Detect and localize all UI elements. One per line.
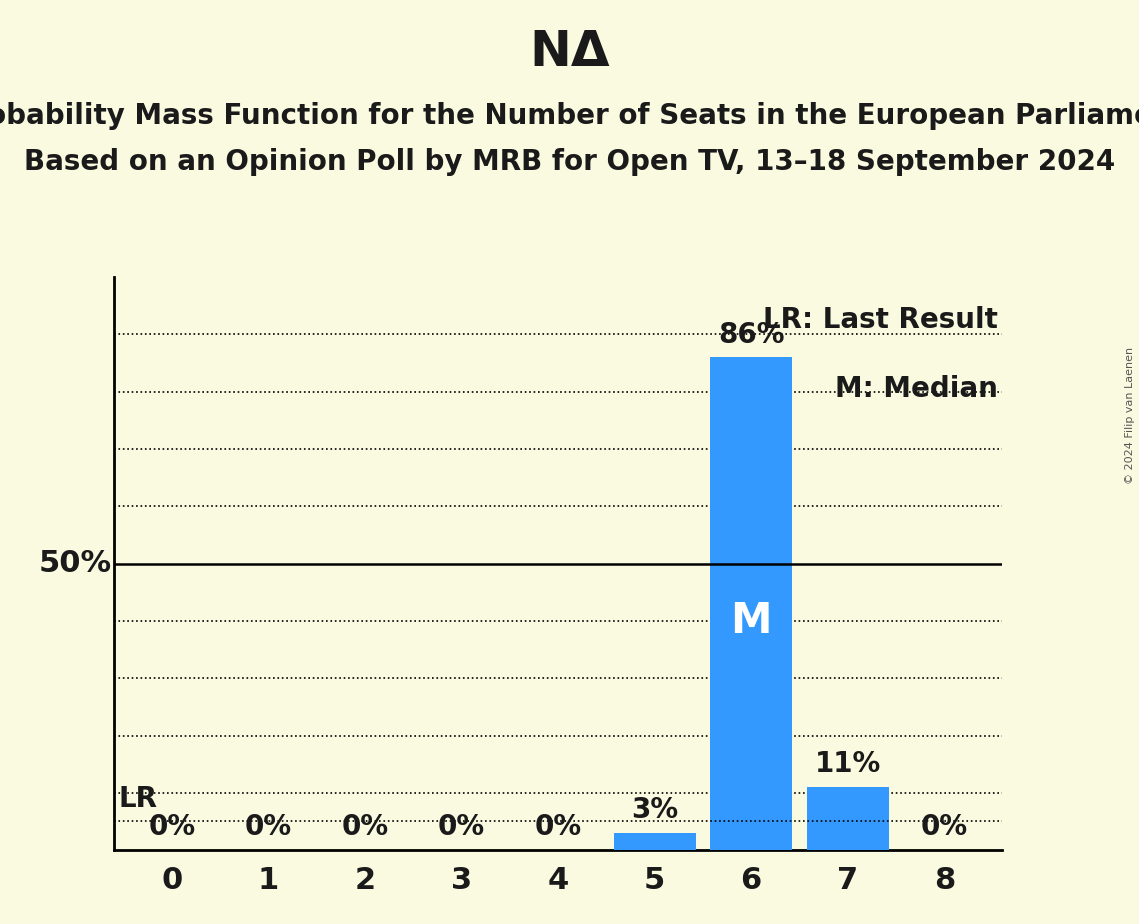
Text: Based on an Opinion Poll by MRB for Open TV, 13–18 September 2024: Based on an Opinion Poll by MRB for Open… bbox=[24, 148, 1115, 176]
Text: 11%: 11% bbox=[814, 750, 880, 778]
Text: LR: LR bbox=[118, 784, 157, 813]
Text: 3%: 3% bbox=[631, 796, 678, 824]
Text: 0%: 0% bbox=[920, 813, 968, 842]
Bar bbox=[711, 358, 793, 850]
Text: 50%: 50% bbox=[39, 549, 112, 578]
Text: 0%: 0% bbox=[148, 813, 196, 842]
Bar bbox=[614, 833, 696, 850]
Text: 0%: 0% bbox=[439, 813, 485, 842]
Text: 86%: 86% bbox=[718, 321, 785, 349]
Text: 0%: 0% bbox=[245, 813, 292, 842]
Text: 0%: 0% bbox=[342, 813, 388, 842]
Text: LR: Last Result: LR: Last Result bbox=[763, 306, 998, 334]
Text: 0%: 0% bbox=[534, 813, 582, 842]
Text: Probability Mass Function for the Number of Seats in the European Parliament: Probability Mass Function for the Number… bbox=[0, 102, 1139, 129]
Text: NΔ: NΔ bbox=[530, 28, 609, 76]
Bar bbox=[806, 787, 888, 850]
Text: © 2024 Filip van Laenen: © 2024 Filip van Laenen bbox=[1125, 347, 1134, 484]
Text: M: M bbox=[730, 600, 772, 642]
Text: M: Median: M: Median bbox=[835, 374, 998, 403]
